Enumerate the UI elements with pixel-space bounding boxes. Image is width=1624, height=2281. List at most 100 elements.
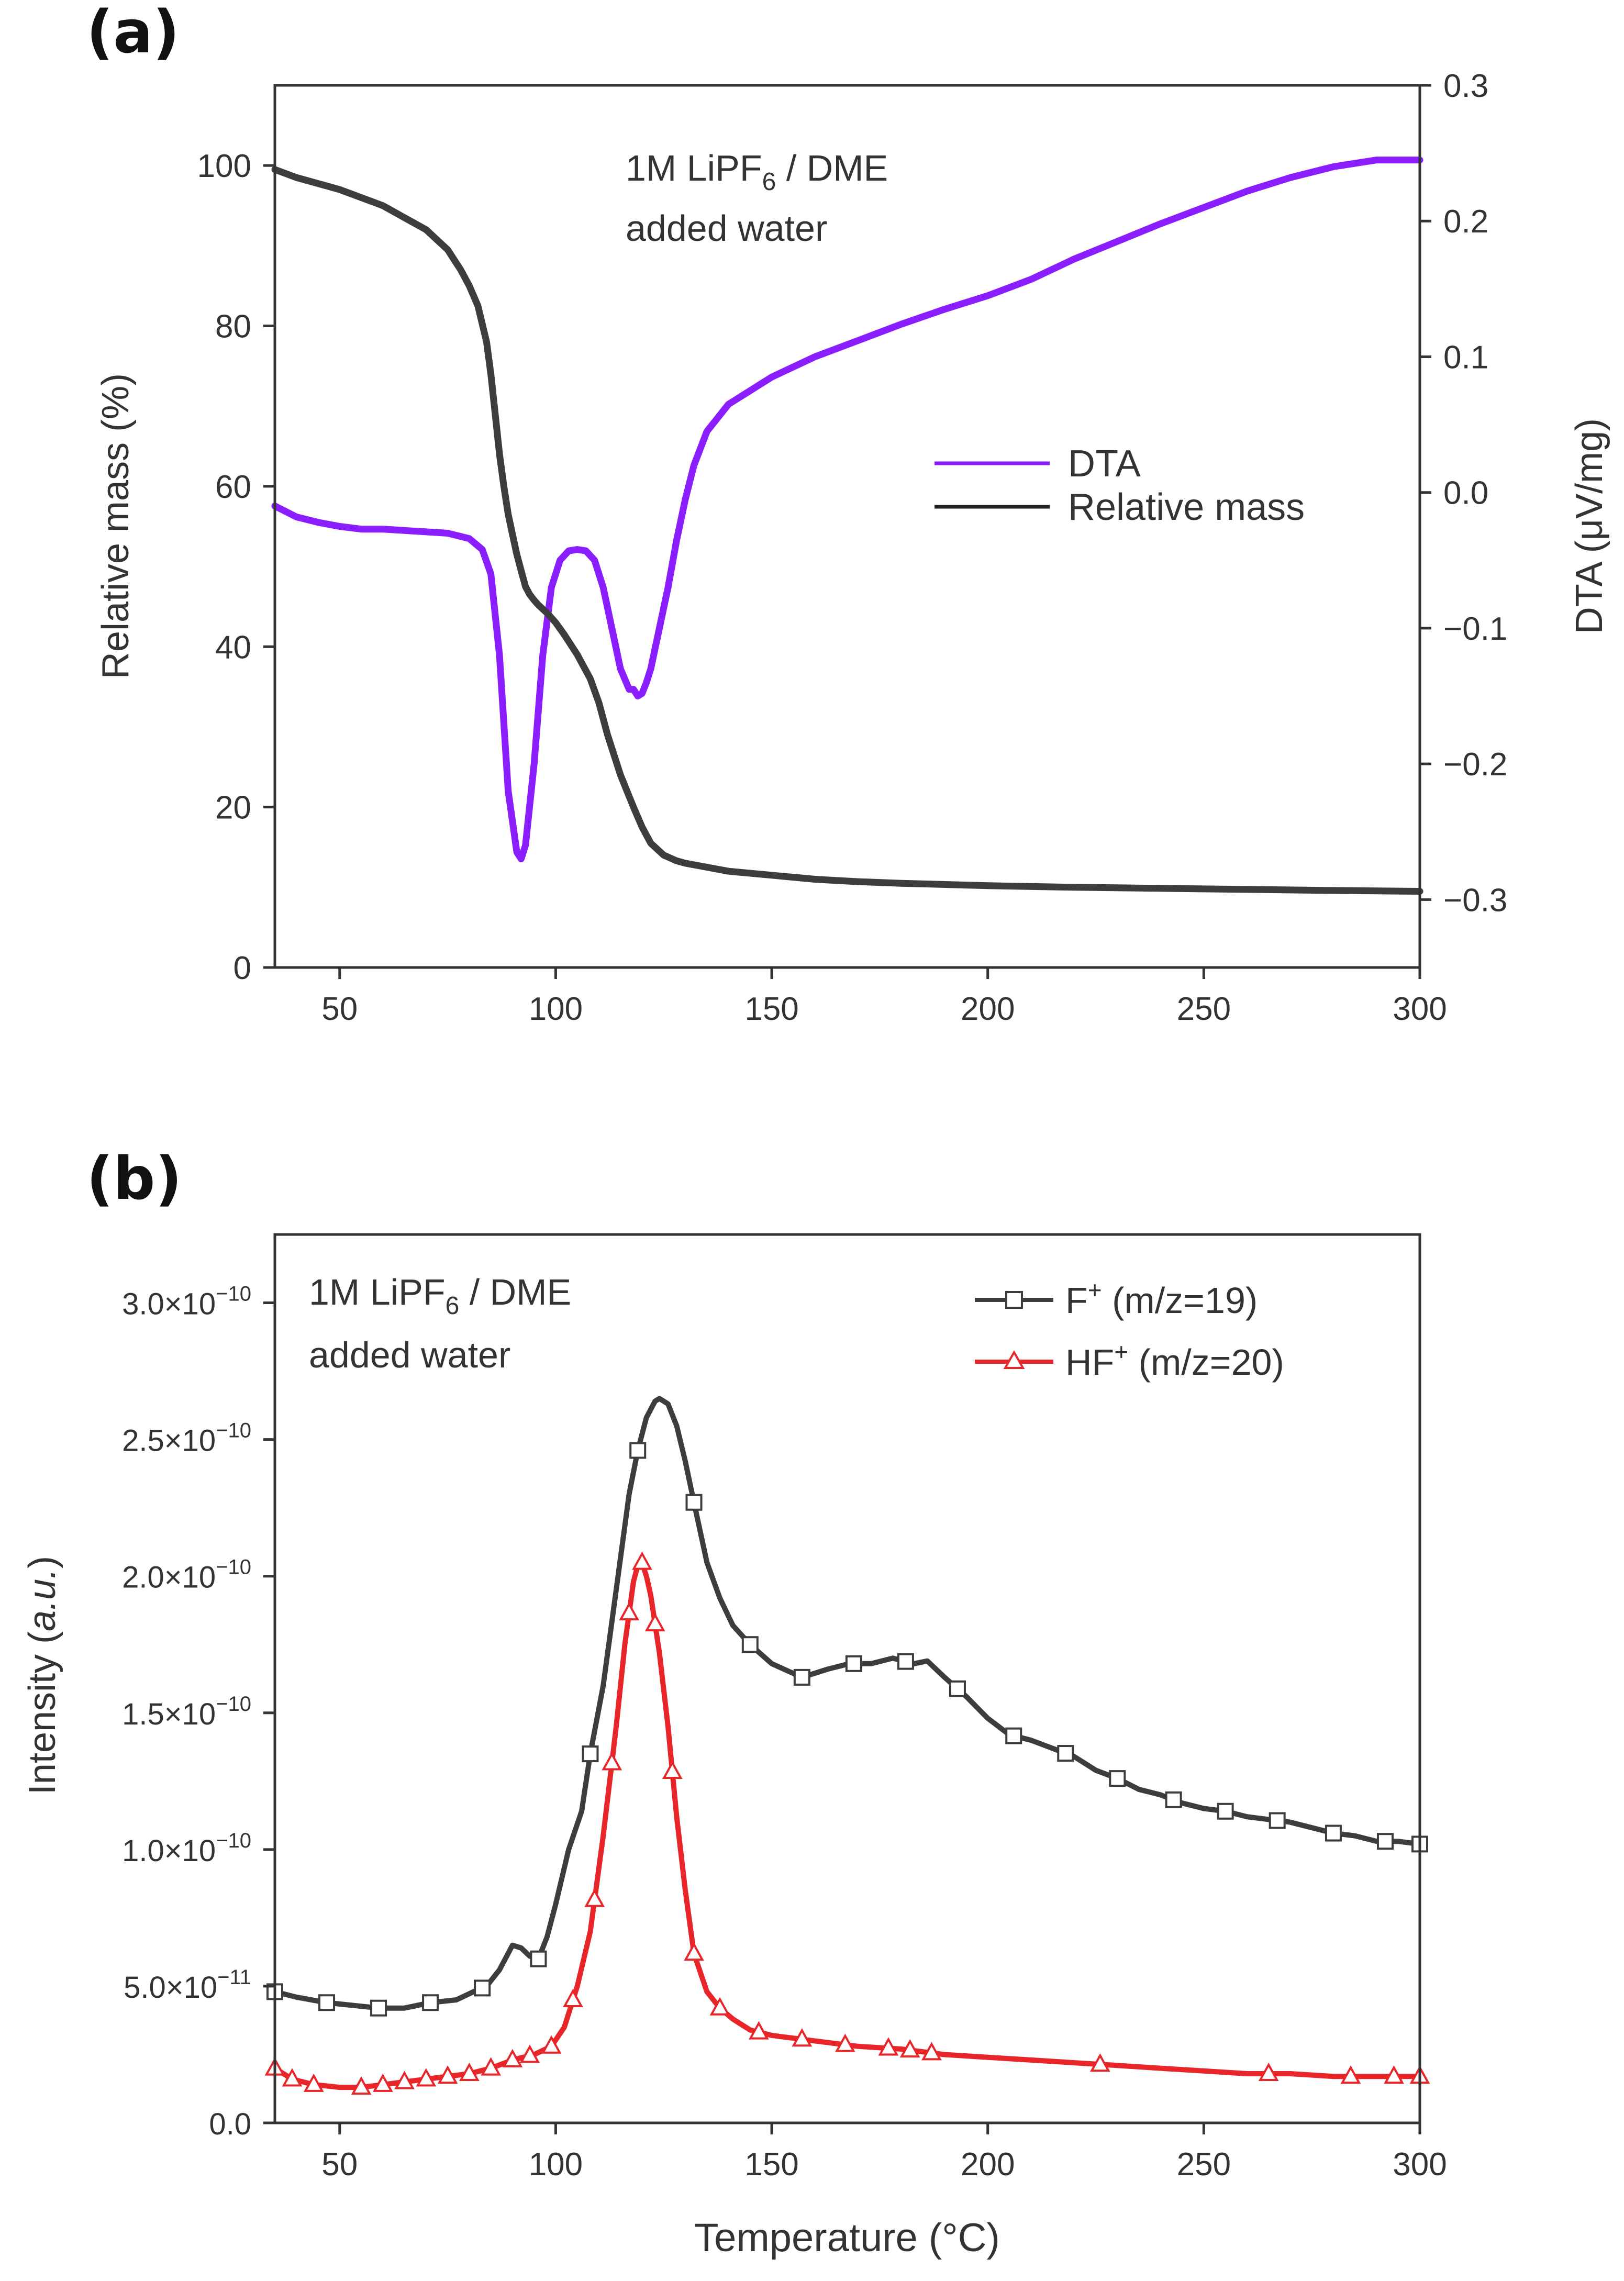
data-marker-hf bbox=[584, 1888, 605, 1907]
data-marker-hf bbox=[684, 1942, 704, 1961]
data-marker-hf bbox=[632, 1551, 652, 1570]
right-y-tick-label: −0.2 bbox=[1443, 747, 1507, 783]
panel-a-label: (a) bbox=[86, 0, 180, 66]
x-tick-label: 300 bbox=[1393, 2146, 1447, 2183]
data-marker-hf bbox=[921, 2042, 942, 2061]
x-tick-label: 200 bbox=[961, 2146, 1015, 2183]
data-marker-hf bbox=[416, 2068, 437, 2087]
y-tick-label: 2.0×10−10 bbox=[122, 1556, 251, 1595]
panel-b: (b) 50 100 150 200 250 300 0.0 5.0×10−11 1.0×10… bbox=[21, 1145, 1447, 2260]
data-marker-f bbox=[1165, 1791, 1182, 1808]
series-line-hf bbox=[272, 1560, 1422, 2090]
series-line-dta bbox=[271, 157, 1423, 863]
data-marker-f bbox=[422, 1994, 439, 2011]
data-marker-hf bbox=[748, 2021, 769, 2040]
data-marker-hf bbox=[709, 1997, 730, 2016]
x-tick-label: 250 bbox=[1177, 991, 1231, 1027]
data-marker-f bbox=[1217, 1802, 1234, 1820]
data-marker-hf bbox=[459, 2062, 480, 2082]
x-tick-label: 100 bbox=[529, 2146, 583, 2183]
panel-a-left-y-axis-label: Relative mass (%) bbox=[95, 373, 137, 679]
panel-a-right-y-ticks: −0.3 −0.2 −0.1 0.0 0.1 0.2 0.3 bbox=[1420, 68, 1507, 918]
left-y-tick-label: 60 bbox=[215, 469, 251, 505]
y-tick-label: 1.0×10−10 bbox=[122, 1829, 251, 1868]
panel-a-annotation: 1M LiPF6 / DME added water bbox=[626, 148, 888, 249]
data-marker-hf bbox=[835, 2033, 855, 2052]
x-tick-label: 300 bbox=[1393, 991, 1447, 1027]
panel-a-plot-area bbox=[271, 157, 1423, 895]
data-marker-hf bbox=[878, 2037, 899, 2056]
panel-b-y-axis-label: Intensity (a.u.) bbox=[21, 1556, 63, 1795]
panel-b-annotation-line-2: added water bbox=[309, 1334, 510, 1375]
data-marker-f bbox=[1269, 1812, 1286, 1829]
data-marker-f bbox=[845, 1655, 862, 1672]
x-tick-label: 50 bbox=[321, 2146, 358, 2183]
panel-b-annotation-line-1: 1M LiPF6 / DME bbox=[309, 1272, 571, 1320]
data-marker-f bbox=[1376, 1833, 1394, 1850]
panel-b-label: (b) bbox=[86, 1145, 182, 1213]
data-marker-f bbox=[949, 1680, 966, 1697]
panel-b-legend: F+ (m/z=19) HF+ (m/z=20) bbox=[975, 1276, 1284, 1383]
data-marker-hf bbox=[563, 1988, 583, 2008]
right-y-tick-label: −0.3 bbox=[1443, 882, 1507, 918]
panel-b-plot-area bbox=[264, 1396, 1430, 2095]
right-y-tick-label: 0.1 bbox=[1443, 339, 1488, 375]
data-marker-hf bbox=[792, 2028, 813, 2047]
data-marker-hf bbox=[437, 2065, 458, 2084]
panel-a-frame bbox=[273, 84, 1421, 969]
panel-a-legend: DTA Relative mass bbox=[935, 443, 1305, 528]
y-tick-label: 2.5×10−10 bbox=[122, 1419, 251, 1458]
panel-b-x-ticks: 50 100 150 200 250 300 bbox=[321, 2123, 1447, 2183]
right-y-tick-label: 0.3 bbox=[1443, 68, 1488, 104]
data-marker-f bbox=[685, 1494, 703, 1511]
panel-b-y-ticks: 0.0 5.0×10−11 1.0×10−10 1.5×10−10 2.0×10−10 2… bbox=[122, 1283, 275, 2141]
data-marker-f bbox=[741, 1636, 759, 1653]
legend-f-label: F+ (m/z=19) bbox=[1065, 1276, 1258, 1321]
data-marker-hf bbox=[519, 2044, 540, 2063]
data-marker-hf bbox=[662, 1760, 683, 1779]
panel-a-annotation-line-2: added water bbox=[626, 208, 827, 249]
data-marker-hf bbox=[351, 2076, 372, 2095]
panel-b-x-axis-label: Temperature (°C) bbox=[694, 2216, 1000, 2260]
data-marker-f bbox=[1325, 1824, 1342, 1842]
data-marker-f bbox=[1109, 1770, 1126, 1787]
data-marker-hf bbox=[394, 2071, 415, 2089]
panel-a-annotation-line-1: 1M LiPF6 / DME bbox=[626, 148, 888, 196]
data-marker-hf bbox=[899, 2039, 920, 2058]
x-tick-label: 250 bbox=[1177, 2146, 1231, 2183]
panel-b-annotation: 1M LiPF6 / DME added water bbox=[309, 1272, 571, 1375]
data-marker-hf bbox=[602, 1752, 622, 1771]
data-marker-f bbox=[629, 1442, 647, 1459]
data-marker-hf bbox=[282, 2068, 303, 2087]
y-tick-label: 1.5×10−10 bbox=[122, 1693, 251, 1731]
legend-f-marker bbox=[1005, 1291, 1023, 1309]
data-marker-f bbox=[318, 1994, 336, 2011]
data-marker-f bbox=[370, 1999, 387, 2017]
data-marker-f bbox=[793, 1668, 810, 1686]
series-line-f bbox=[272, 1396, 1422, 2011]
data-marker-f bbox=[1057, 1745, 1074, 1762]
data-marker-hf bbox=[502, 2049, 523, 2067]
left-y-tick-label: 40 bbox=[215, 629, 251, 665]
data-marker-hf bbox=[541, 2035, 562, 2054]
data-marker-f bbox=[474, 1979, 491, 1997]
right-y-tick-label: 0.0 bbox=[1443, 475, 1488, 511]
data-marker-hf bbox=[481, 2057, 502, 2076]
data-marker-f bbox=[1005, 1727, 1022, 1744]
left-y-tick-label: 100 bbox=[197, 148, 251, 184]
data-marker-hf bbox=[1340, 2065, 1361, 2084]
legend-hf-label: HF+ (m/z=20) bbox=[1065, 1338, 1284, 1383]
panel-a-x-ticks: 50 100 150 200 250 300 bbox=[321, 967, 1447, 1027]
data-marker-hf bbox=[644, 1612, 665, 1632]
x-tick-label: 100 bbox=[529, 991, 583, 1027]
left-y-tick-label: 0 bbox=[233, 950, 251, 986]
left-y-tick-label: 80 bbox=[215, 309, 251, 345]
data-marker-hf bbox=[1089, 2053, 1110, 2072]
data-marker-hf bbox=[1258, 2062, 1279, 2082]
y-tick-label: 3.0×10−10 bbox=[122, 1283, 251, 1321]
right-y-tick-label: 0.2 bbox=[1443, 204, 1488, 240]
data-marker-hf bbox=[619, 1602, 640, 1621]
data-marker-f bbox=[897, 1653, 914, 1670]
x-tick-label: 200 bbox=[961, 991, 1015, 1027]
